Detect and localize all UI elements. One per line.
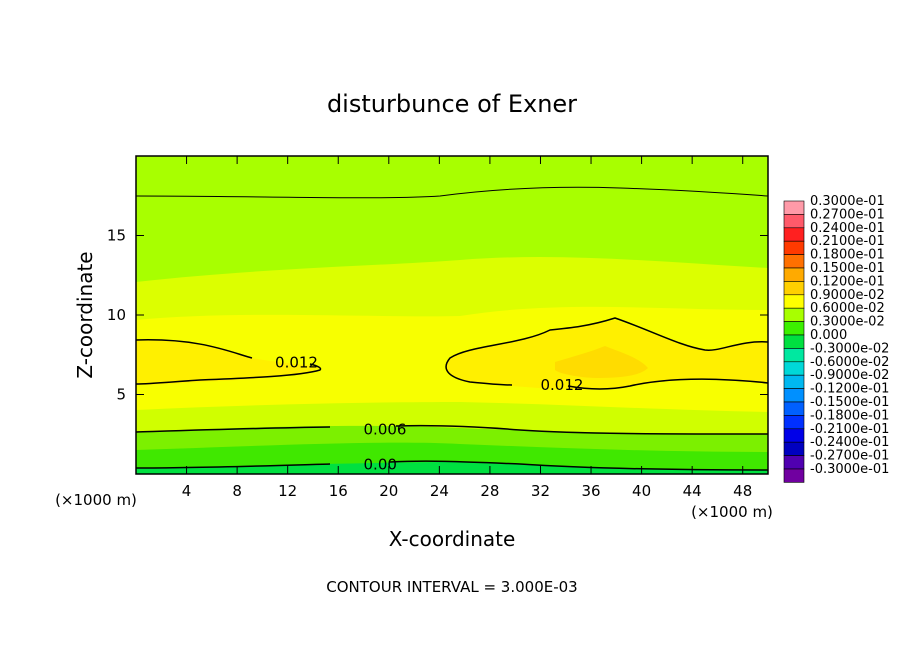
x-axis-unit-right: (×1000 m) bbox=[691, 503, 773, 521]
colorbar-level-label: -0.1500e-01 bbox=[810, 395, 889, 410]
x-tick-label: 24 bbox=[430, 482, 449, 500]
y-axis-ticks: 5 10 15 bbox=[107, 227, 768, 404]
colorbar-swatch bbox=[783, 388, 805, 403]
x-axis-label: X-coordinate bbox=[389, 527, 516, 551]
colorbar-swatch bbox=[783, 200, 805, 215]
colorbar-swatch bbox=[783, 455, 805, 470]
contour-line-upper bbox=[136, 186, 768, 199]
colorbar-level-label: 0.2100e-01 bbox=[810, 234, 885, 249]
contour-labels: 0.012 0.012 0.006 0.00 bbox=[275, 354, 583, 474]
colorbar-level-label: 0.6000e-02 bbox=[810, 301, 885, 316]
colorbar-level-label: -0.6000e-02 bbox=[810, 355, 889, 370]
chart-title: disturbunce of Exner bbox=[327, 90, 577, 118]
colorbar-swatch bbox=[783, 361, 805, 376]
colorbar-swatch bbox=[783, 281, 805, 296]
colorbar-level-label: -0.3000e-02 bbox=[810, 341, 889, 356]
y-axis-label: Z-coordinate bbox=[73, 251, 97, 378]
colorbar-level-label: -0.1200e-01 bbox=[810, 382, 889, 397]
contour-line-0.012-left bbox=[136, 339, 322, 385]
colorbar: 0.3000e-010.2700e-010.2400e-010.2100e-01… bbox=[783, 194, 889, 483]
colorbar-swatch bbox=[783, 227, 805, 242]
colorbar-level-label: 0.9000e-02 bbox=[810, 288, 885, 303]
contour-label: 0.00 bbox=[364, 455, 397, 473]
colorbar-level-label: 0.1200e-01 bbox=[810, 274, 885, 289]
band-0.013 bbox=[555, 346, 648, 378]
y-tick-label: 10 bbox=[107, 306, 126, 324]
colorbar-swatch bbox=[783, 374, 805, 389]
x-tick-label: 20 bbox=[379, 482, 398, 500]
x-axis-ticks: 4 8 12 16 20 24 28 32 36 40 44 48 bbox=[182, 156, 752, 500]
contour-field bbox=[136, 156, 768, 474]
x-tick-label: 36 bbox=[581, 482, 600, 500]
x-axis-unit-left: (×1000 m) bbox=[55, 491, 137, 509]
contour-lines bbox=[136, 186, 768, 471]
colorbar-swatch bbox=[783, 334, 805, 349]
colorbar-level-label: 0.1500e-01 bbox=[810, 261, 885, 276]
colorbar-swatch bbox=[783, 254, 805, 269]
colorbar-level-label: -0.2700e-01 bbox=[810, 449, 889, 464]
colorbar-level-label: -0.2100e-01 bbox=[810, 422, 889, 437]
colorbar-level-label: -0.2400e-01 bbox=[810, 435, 889, 450]
y-tick-label: 15 bbox=[107, 227, 126, 245]
colorbar-level-label: -0.1800e-01 bbox=[810, 408, 889, 423]
contour-label: 0.012 bbox=[540, 376, 583, 394]
colorbar-level-label: 0.1800e-01 bbox=[810, 248, 885, 263]
colorbar-level-label: 0.3000e-01 bbox=[810, 194, 885, 209]
contour-line-0.000 bbox=[136, 460, 768, 471]
colorbar-swatch bbox=[783, 468, 805, 483]
x-tick-label: 28 bbox=[480, 482, 499, 500]
x-tick-label: 44 bbox=[683, 482, 702, 500]
colorbar-level-label: -0.9000e-02 bbox=[810, 368, 889, 383]
colorbar-swatch bbox=[783, 441, 805, 456]
colorbar-level-label: -0.3000e-01 bbox=[810, 462, 889, 477]
contour-label: 0.012 bbox=[275, 354, 318, 372]
colorbar-swatch bbox=[783, 267, 805, 282]
colorbar-level-label: 0.3000e-02 bbox=[810, 315, 885, 330]
x-tick-label: 16 bbox=[329, 482, 348, 500]
band-0.012 bbox=[136, 339, 320, 385]
colorbar-level-label: 0.2700e-01 bbox=[810, 207, 885, 222]
colorbar-swatch bbox=[783, 240, 805, 255]
y-tick-label: 5 bbox=[116, 386, 126, 404]
contour-interval-text: CONTOUR INTERVAL = 3.000E-03 bbox=[326, 578, 577, 596]
contour-label: 0.006 bbox=[364, 420, 407, 438]
colorbar-level-label: 0.000 bbox=[810, 328, 847, 343]
colorbar-swatch bbox=[783, 214, 805, 229]
x-tick-label: 48 bbox=[733, 482, 752, 500]
x-tick-label: 4 bbox=[182, 482, 192, 500]
colorbar-level-label: 0.2400e-01 bbox=[810, 221, 885, 236]
colorbar-swatch bbox=[783, 428, 805, 443]
colorbar-swatch bbox=[783, 348, 805, 363]
colorbar-swatch bbox=[783, 321, 805, 336]
x-tick-label: 40 bbox=[632, 482, 651, 500]
contour-line-0.006 bbox=[136, 424, 768, 435]
colorbar-swatch bbox=[783, 401, 805, 416]
colorbar-swatch bbox=[783, 294, 805, 309]
x-tick-label: 12 bbox=[278, 482, 297, 500]
colorbar-swatch bbox=[783, 415, 805, 430]
x-tick-label: 8 bbox=[232, 482, 242, 500]
contour-line-0.012-right bbox=[445, 317, 768, 390]
colorbar-swatch bbox=[783, 307, 805, 322]
x-tick-label: 32 bbox=[531, 482, 550, 500]
